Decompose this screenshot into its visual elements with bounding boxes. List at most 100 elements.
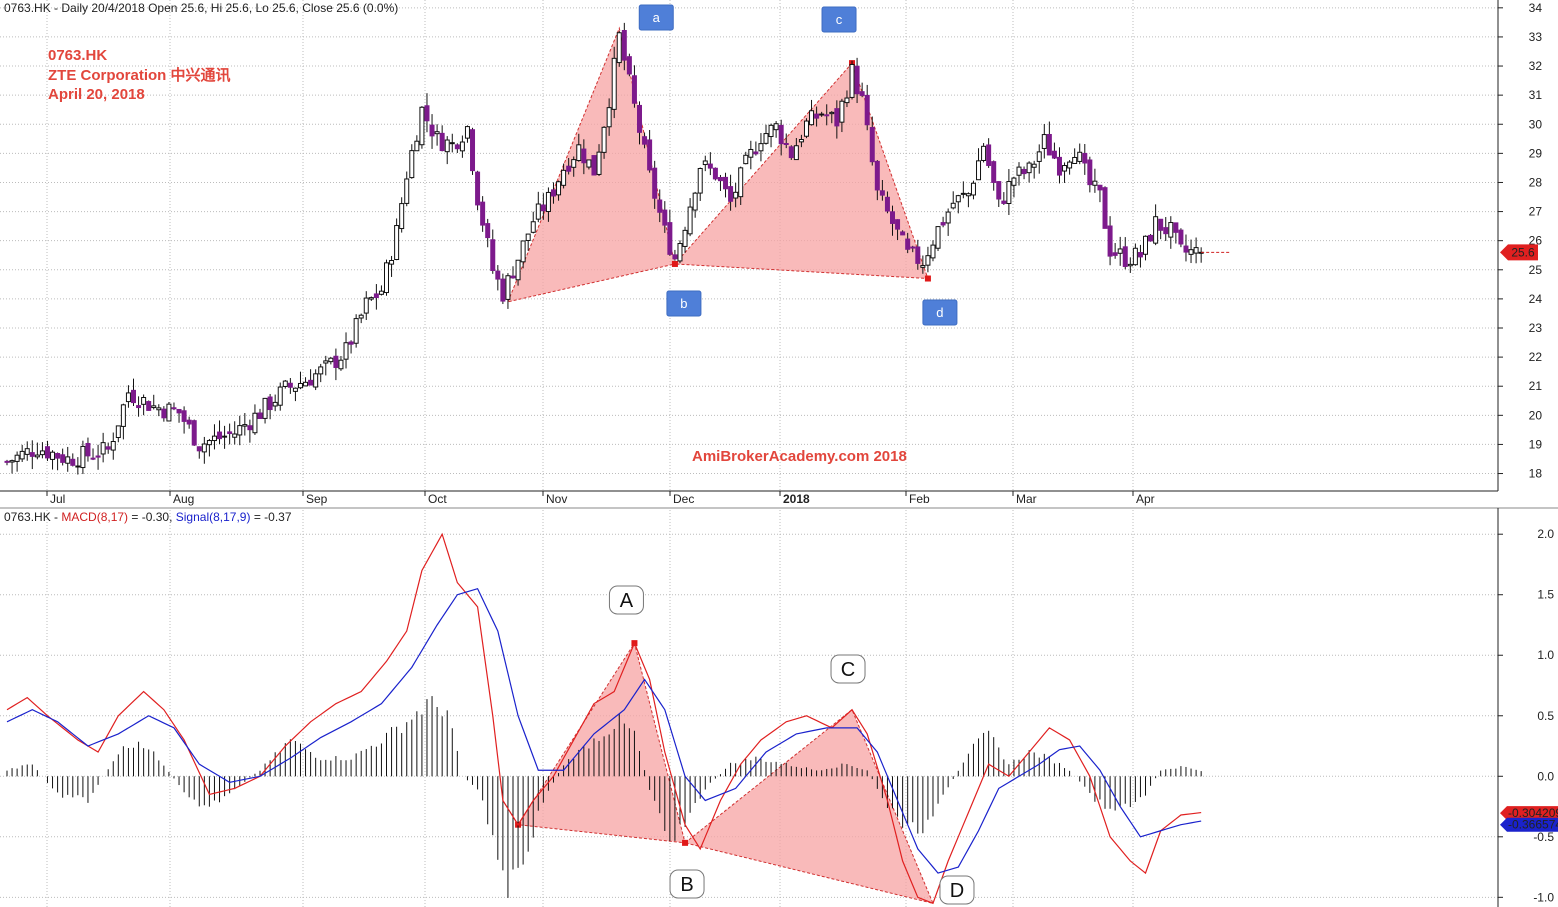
candle-body-bear xyxy=(85,442,91,457)
candle-body-bull xyxy=(1127,263,1133,267)
candle-body-bull xyxy=(464,126,470,139)
candle-body-bear xyxy=(1082,152,1088,164)
candle-body-bear xyxy=(637,104,642,133)
candle-body-bear xyxy=(131,389,136,404)
candle-body-bear xyxy=(879,190,885,196)
pattern-label-text: d xyxy=(936,305,943,320)
month-label: Feb xyxy=(909,492,930,506)
candle-body-bear xyxy=(540,204,546,212)
candle-body-bull xyxy=(515,259,521,281)
pattern-label-text: a xyxy=(653,10,661,25)
candle-body-bull xyxy=(384,262,389,294)
candle-body-bear xyxy=(287,382,293,388)
price-tick-label: 18 xyxy=(1529,467,1543,481)
macd-y-axis: -1.0 -0.5 0.0 0.5 1.0 1.5 2.0 xyxy=(1498,527,1554,904)
price-tick-label: 31 xyxy=(1529,88,1543,102)
candle-body-bull xyxy=(935,226,941,249)
candle-body-bull xyxy=(80,445,86,469)
candle-body-bear xyxy=(657,199,663,213)
month-label: Oct xyxy=(428,492,447,506)
macd-pattern-label-box xyxy=(669,869,705,899)
candle-body-bull xyxy=(50,451,56,460)
candle-body-bear xyxy=(621,30,627,61)
candle-body-bull xyxy=(328,357,334,363)
candle-body-bear xyxy=(854,65,860,95)
candle-body-bull xyxy=(277,386,283,406)
candle-body-bear xyxy=(626,56,632,75)
macd-tick-label: 1.5 xyxy=(1537,588,1554,602)
price-tick-label: 29 xyxy=(1529,146,1543,160)
month-label: 2018 xyxy=(783,492,810,506)
price-panel: 18 19 20 21 22 23 24 25 26 27 28 29 30 31 32 33 34 Jul Au… xyxy=(0,0,1542,506)
price-tick-label: 20 xyxy=(1529,408,1543,422)
macd-badge-text: -0.304209 xyxy=(1508,806,1558,820)
watermark: AmiBrokerAcademy.com 2018 xyxy=(692,448,907,465)
candle-body-bull xyxy=(141,397,147,405)
macd-header-signal-value: = -0.37 xyxy=(250,510,291,524)
candle-body-bull xyxy=(232,433,238,438)
candle-body-bear xyxy=(581,148,587,164)
candle-body-bear xyxy=(308,379,314,386)
candle-body-bull xyxy=(748,148,754,158)
candle-body-bear xyxy=(1173,222,1179,233)
candle-body-bear xyxy=(70,458,76,466)
candle-body-bear xyxy=(814,113,820,119)
candle-body-bear xyxy=(834,108,840,127)
candle-body-bear xyxy=(146,401,152,411)
candle-body-bull xyxy=(389,260,395,265)
candle-body-bear xyxy=(900,231,906,236)
candle-body-bear xyxy=(1051,150,1057,159)
candle-body-bull xyxy=(459,141,465,152)
candle-body-bear xyxy=(915,246,921,264)
candle-body-bull xyxy=(115,425,121,439)
macd-month-gridlines xyxy=(46,510,1134,907)
candle-body-bull xyxy=(981,145,987,161)
candle-body-bull xyxy=(65,456,71,464)
candle-body-bull xyxy=(1168,222,1174,238)
macd-pattern-xab xyxy=(517,641,686,844)
candle-body-bull xyxy=(1006,181,1012,205)
candle-body-bull xyxy=(743,154,749,165)
candle-body-bull xyxy=(571,159,577,168)
candle-body-bull xyxy=(404,178,410,204)
candle-body-bull xyxy=(222,435,228,438)
candle-body-bull xyxy=(409,150,415,179)
candle-body-bull xyxy=(692,192,698,211)
pattern-label-box xyxy=(638,4,674,31)
candle-body-bull xyxy=(768,124,774,138)
candle-body-bull xyxy=(1041,134,1047,149)
price-tick-label: 25 xyxy=(1529,263,1543,277)
candle-body-bear xyxy=(490,239,496,272)
candle-body-bear xyxy=(186,419,192,425)
title-company: ZTE Corporation 中兴通讯 xyxy=(48,66,231,84)
candle-body-bull xyxy=(596,151,602,175)
macd-header-signal-label: Signal(8,17,9) xyxy=(176,510,251,524)
candle-body-bull xyxy=(1016,166,1022,176)
candle-body-bear xyxy=(591,155,597,176)
last-price-badge: 25.6 xyxy=(1500,244,1538,261)
macd-panel: -1.0 -0.5 0.0 0.5 1.0 1.5 2.0 A B C D -0.304209-0… xyxy=(0,510,1558,907)
signal-badge-shape xyxy=(1500,817,1558,832)
candle-body-bull xyxy=(616,32,622,64)
candle-body-bull xyxy=(682,229,688,247)
pattern-label-text: c xyxy=(836,12,843,27)
candle-body-bear xyxy=(257,412,263,420)
candle-body-bear xyxy=(1163,227,1169,235)
candle-body-bear xyxy=(1021,168,1027,175)
candle-body-bull xyxy=(849,63,855,98)
month-label: Aug xyxy=(173,492,194,506)
candle-body-bull xyxy=(434,131,440,135)
candle-body-bear xyxy=(4,460,10,463)
candle-body-bull xyxy=(809,110,815,126)
candle-body-bull xyxy=(702,160,708,166)
candle-body-bear xyxy=(470,129,476,172)
candle-body-bull xyxy=(505,275,511,300)
candle-body-bull xyxy=(525,233,531,242)
candle-body-bull xyxy=(976,160,982,181)
candle-body-bear xyxy=(171,407,177,410)
candle-body-bear xyxy=(642,136,648,145)
candle-body-bull xyxy=(201,443,207,453)
month-label: Dec xyxy=(673,492,694,506)
price-tick-label: 32 xyxy=(1529,59,1543,73)
